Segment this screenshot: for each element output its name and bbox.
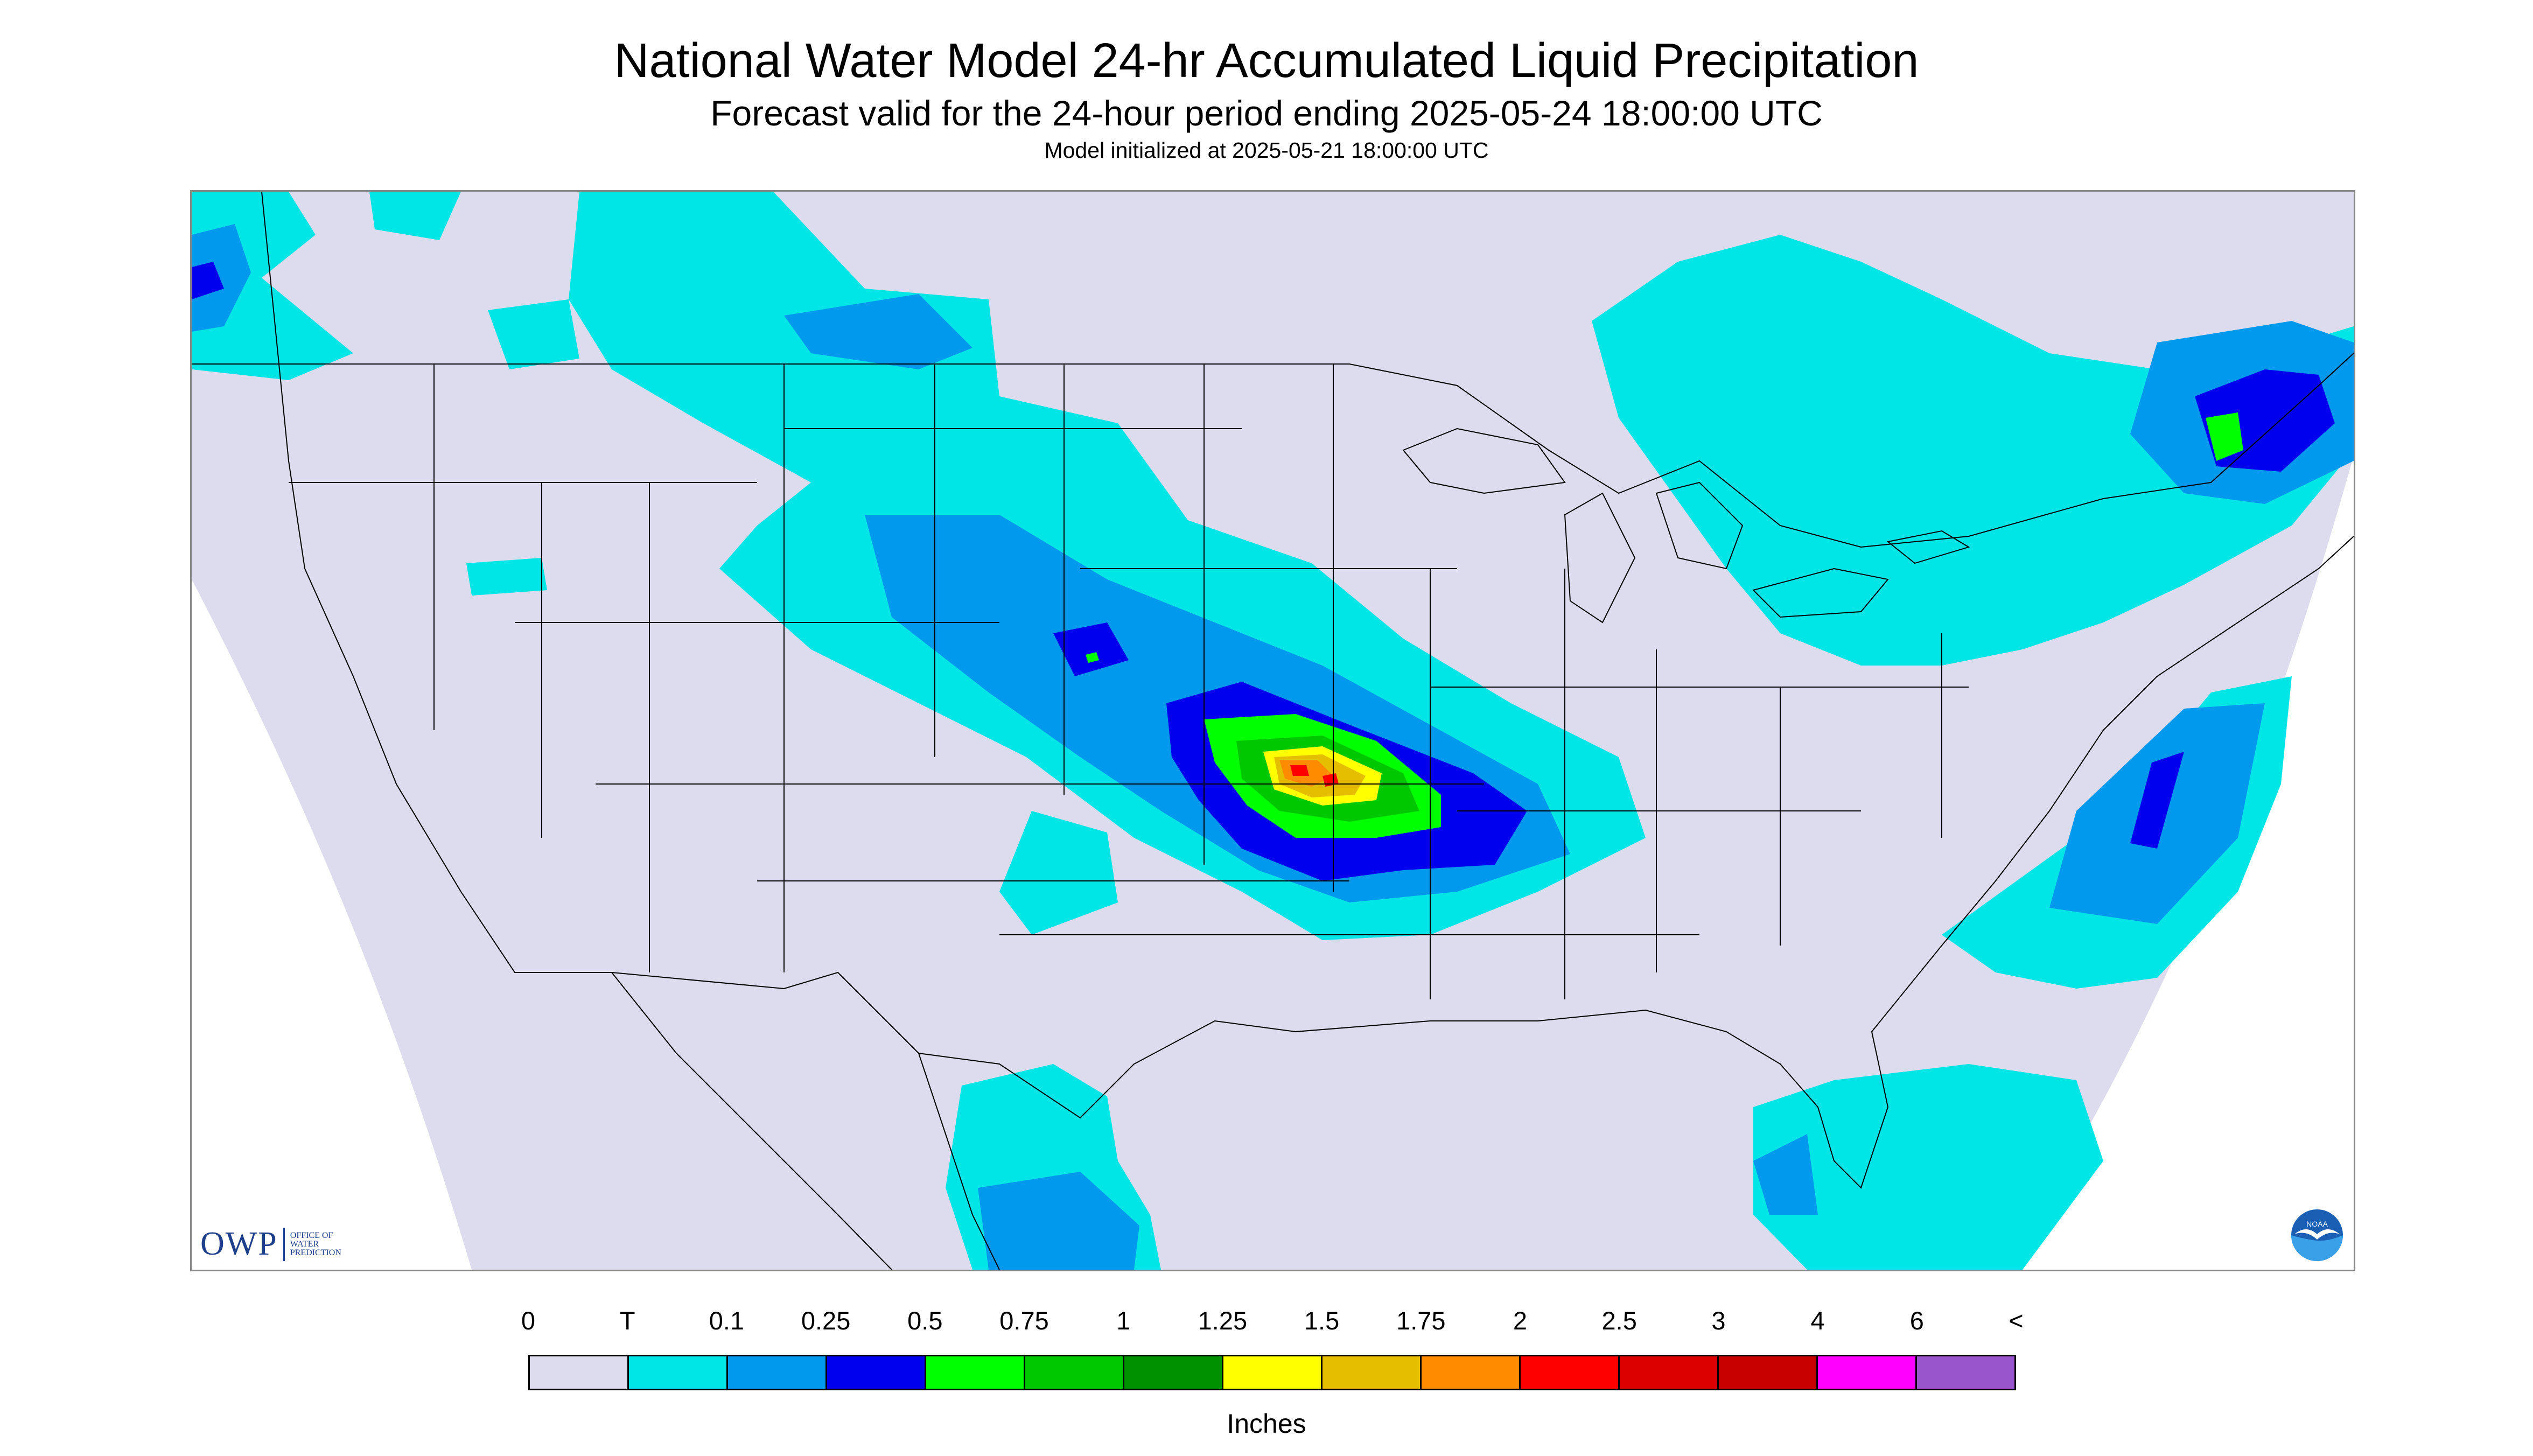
legend-swatch-0 [530,1356,629,1389]
legend-swatch-1 [629,1356,728,1389]
model-init-time: Model initialized at 2025-05-21 18:00:00… [1044,138,1489,163]
map-title: National Water Model 24-hr Accumulated L… [614,34,1919,88]
legend-swatch-6 [1124,1356,1223,1389]
legend-label-7: 1.25 [1198,1306,1248,1335]
owp-logo-subtext: OFFICE OF WATER PREDICTION [290,1230,341,1257]
legend-swatch-12 [1719,1356,1818,1389]
legend-label-15: < [2009,1306,2024,1335]
map-canvas [192,192,2354,1270]
legend-label-14: 6 [1909,1306,1924,1335]
legend-swatch-4 [926,1356,1025,1389]
legend-labels: 0 T 0.1 0.25 0.5 0.75 1 1.25 1.5 1.75 2 2.5 3 4 6 < [0,1306,2533,1343]
legend-label-11: 2.5 [1601,1306,1637,1335]
precip-1.25-plus-areas [1263,746,1382,806]
legend-swatch-8 [1323,1356,1422,1389]
legend-swatch-10 [1521,1356,1620,1389]
map-subtitle: Forecast valid for the 24-hour period en… [710,93,1823,133]
legend-label-8: 1.5 [1304,1306,1340,1335]
legend-label-13: 4 [1810,1306,1825,1335]
noaa-seagull-icon: NOAA [2291,1209,2343,1261]
outside-domain-east [2001,192,2354,1270]
outside-domain-west [192,192,472,1270]
legend-label-12: 3 [1711,1306,1726,1335]
legend-swatch-14 [1917,1356,2014,1389]
legend-swatch-13 [1818,1356,1917,1389]
legend-swatch-11 [1620,1356,1719,1389]
legend-label-0: 0 [521,1306,536,1335]
legend-label-6: 1 [1116,1306,1131,1335]
owp-logo: OWP OFFICE OF WATER PREDICTION [200,1225,341,1263]
legend-label-1: T [619,1306,635,1335]
owp-logo-text: OWP [200,1226,278,1262]
legend-unit-label: Inches [1227,1409,1306,1439]
legend-swatch-2 [728,1356,827,1389]
legend-swatch-3 [827,1356,926,1389]
legend-label-9: 1.75 [1396,1306,1446,1335]
political-boundaries [192,192,2354,1270]
legend-label-10: 2 [1513,1306,1528,1335]
legend-swatch-9 [1422,1356,1521,1389]
precipitation-map: OWP OFFICE OF WATER PREDICTION NOAA [190,190,2355,1271]
legend-label-3: 0.25 [801,1306,851,1335]
noaa-logo-text: NOAA [2306,1220,2328,1228]
legend-swatch-7 [1223,1356,1323,1389]
legend-label-5: 0.75 [999,1306,1049,1335]
legend-swatch-5 [1025,1356,1124,1389]
owp-logo-divider [283,1227,285,1261]
legend-label-4: 0.5 [907,1306,943,1335]
legend-colorbar [528,1355,2016,1390]
legend-label-2: 0.1 [709,1306,745,1335]
